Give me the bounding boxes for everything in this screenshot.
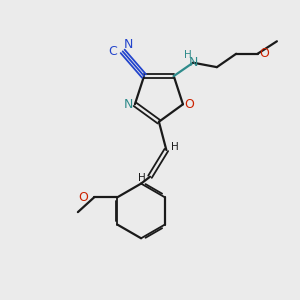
Text: H: H — [138, 173, 146, 183]
Text: O: O — [78, 191, 88, 204]
Text: N: N — [123, 38, 133, 51]
Text: O: O — [184, 98, 194, 111]
Text: N: N — [189, 56, 198, 69]
Text: O: O — [259, 47, 269, 60]
Text: H: H — [184, 50, 192, 60]
Text: N: N — [124, 98, 133, 111]
Text: C: C — [109, 45, 117, 58]
Text: H: H — [171, 142, 179, 152]
